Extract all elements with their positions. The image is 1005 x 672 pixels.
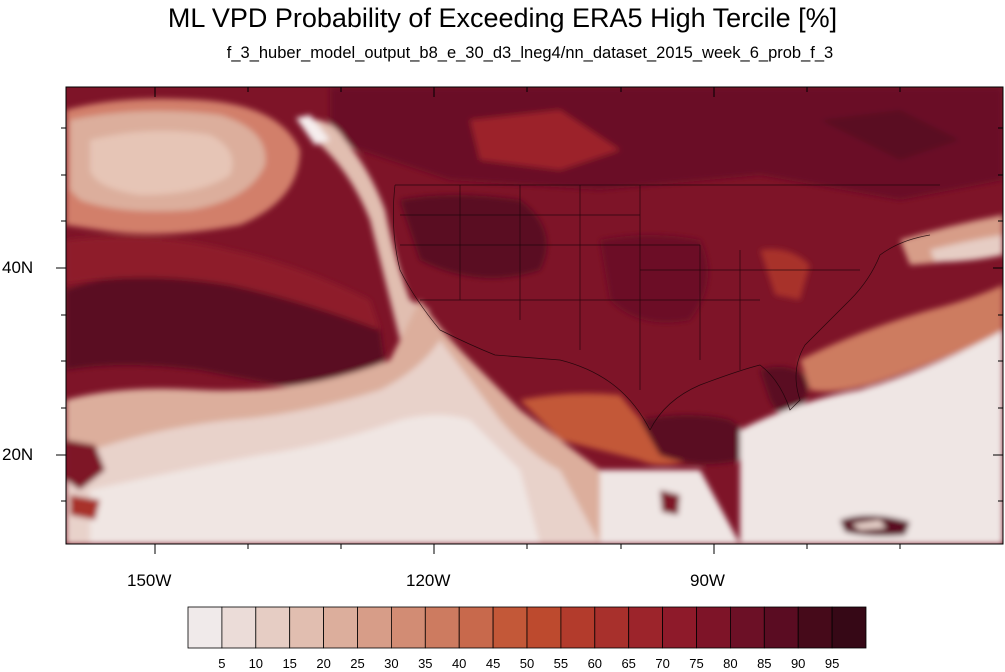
lat-label-20n: 20N — [2, 445, 34, 464]
state-boundaries — [393, 184, 940, 431]
colorbar-box — [390, 606, 426, 649]
colorbar-tick-label: 35 — [418, 656, 433, 671]
colorbar-tick-label: 85 — [757, 656, 772, 671]
colorbar-tick-label: 15 — [282, 656, 297, 671]
colorbar-tick-label: 65 — [621, 656, 636, 671]
colorbar-box — [628, 606, 664, 649]
colorbar-box — [730, 606, 765, 649]
colorbar-tick-label: 45 — [485, 656, 501, 671]
colorbar-box — [458, 606, 494, 649]
colorbar-tick-label: 20 — [316, 656, 331, 671]
colorbar-tick-label: 5 — [218, 656, 226, 671]
colorbar-box — [323, 606, 358, 649]
lon-label-150w: 150W — [127, 571, 172, 590]
colorbar-box — [526, 606, 562, 649]
colorbar-tick-label: 75 — [689, 656, 704, 671]
colorbar-box — [696, 606, 731, 649]
colorbar-box — [255, 606, 291, 649]
colorbar-box — [221, 606, 257, 649]
map-title: ML VPD Probability of Exceeding ERA5 Hig… — [167, 3, 838, 33]
colorbar-box — [763, 606, 799, 649]
colorbar-tick-label: 60 — [587, 656, 603, 671]
axis-ticks — [56, 87, 1003, 554]
colorbar-box — [831, 606, 867, 649]
colorbar-box — [492, 606, 528, 649]
colorbar-tick-label: 70 — [655, 656, 670, 671]
colorbar-tick-label: 50 — [519, 656, 535, 671]
colorbar-box — [797, 606, 833, 649]
colorbar-tick-label: 95 — [824, 656, 840, 671]
probability-field — [66, 87, 1003, 544]
colorbar-tick-label: 10 — [248, 656, 264, 671]
colorbar-tick-label: 30 — [384, 656, 399, 671]
colorbar-box — [187, 606, 223, 649]
colorbar-tick-label: 55 — [553, 656, 569, 671]
lat-label-40n: 40N — [2, 258, 34, 277]
probability-map — [56, 86, 1004, 554]
colorbar-box — [289, 606, 325, 649]
colorbar-box — [594, 606, 630, 649]
colorbar-box — [662, 606, 697, 649]
colorbar-box — [424, 606, 460, 649]
map-subtitle: f_3_huber_model_output_b8_e_30_d3_lneg4/… — [226, 44, 834, 62]
colorbar-tick-label: 40 — [451, 656, 467, 671]
colorbar-tick-label: 25 — [350, 656, 365, 671]
colorbar-box — [560, 606, 596, 649]
colorbar-tick-label: 80 — [723, 656, 738, 671]
lon-label-120w: 120W — [406, 571, 451, 590]
lon-label-90w: 90W — [690, 571, 725, 590]
colorbar-tick-label: 90 — [790, 656, 806, 671]
colorbar-box — [357, 606, 392, 649]
